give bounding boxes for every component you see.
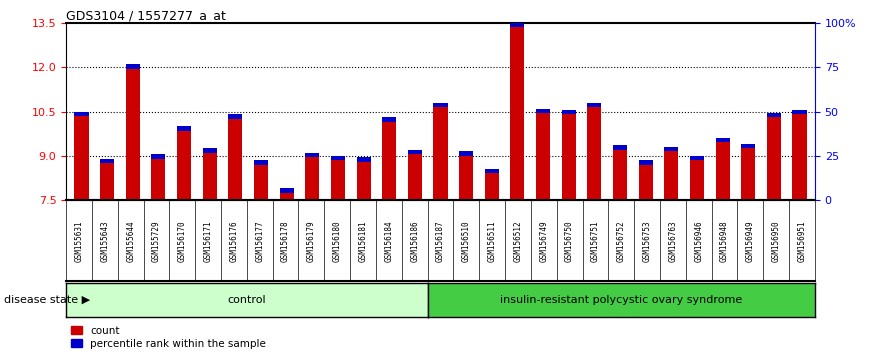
Bar	[433, 103, 448, 107]
Text: control: control	[227, 295, 266, 305]
Text: GSM156749: GSM156749	[539, 220, 548, 262]
Text: GSM156946: GSM156946	[694, 220, 703, 262]
Bar	[177, 126, 191, 131]
Bar	[433, 103, 448, 200]
Bar	[126, 64, 140, 200]
Bar	[152, 154, 166, 159]
Bar	[177, 126, 191, 200]
Legend: count, percentile rank within the sample: count, percentile rank within the sample	[71, 326, 266, 349]
Bar	[664, 147, 678, 200]
Bar	[357, 157, 371, 162]
Bar	[766, 113, 781, 118]
Bar	[382, 118, 396, 122]
Text: GSM156950: GSM156950	[772, 220, 781, 262]
Text: GSM156187: GSM156187	[436, 220, 445, 262]
Bar	[613, 145, 627, 150]
Text: disease state ▶: disease state ▶	[4, 295, 91, 305]
Text: GSM156176: GSM156176	[229, 220, 239, 262]
Bar	[331, 156, 345, 160]
Bar	[408, 150, 422, 154]
Bar	[254, 160, 268, 165]
Text: GSM156751: GSM156751	[591, 220, 600, 262]
Bar	[766, 113, 781, 200]
Bar	[715, 138, 729, 143]
Bar	[562, 110, 576, 114]
Bar	[741, 144, 755, 148]
Bar	[100, 159, 115, 163]
Bar	[613, 145, 627, 200]
Bar	[485, 169, 499, 173]
Bar	[715, 138, 729, 200]
Bar	[305, 153, 319, 200]
Text: GSM155643: GSM155643	[100, 220, 109, 262]
Text: GDS3104 / 1557277_a_at: GDS3104 / 1557277_a_at	[66, 9, 226, 22]
Bar	[279, 188, 293, 193]
Bar	[74, 112, 88, 116]
Bar	[536, 109, 550, 200]
Text: GSM156763: GSM156763	[669, 220, 677, 262]
Text: GSM156949: GSM156949	[746, 220, 755, 262]
Bar	[639, 160, 653, 165]
Bar	[305, 153, 319, 157]
Text: GSM155729: GSM155729	[152, 220, 161, 262]
Text: GSM156170: GSM156170	[178, 220, 187, 262]
Text: GSM156951: GSM156951	[797, 220, 806, 262]
Bar	[331, 156, 345, 200]
Bar	[74, 112, 88, 200]
Bar	[741, 144, 755, 200]
Bar	[562, 110, 576, 200]
Text: insulin-resistant polycystic ovary syndrome: insulin-resistant polycystic ovary syndr…	[500, 295, 743, 305]
Bar	[588, 103, 602, 107]
Bar	[408, 150, 422, 200]
Bar	[536, 109, 550, 113]
Text: GSM156186: GSM156186	[411, 220, 419, 262]
Bar	[690, 156, 704, 160]
Bar	[639, 160, 653, 200]
Bar	[664, 147, 678, 152]
Text: GSM156512: GSM156512	[514, 220, 522, 262]
Text: GSM155631: GSM155631	[75, 220, 84, 262]
Text: GSM156750: GSM156750	[565, 220, 574, 262]
Bar	[459, 152, 473, 200]
Bar	[228, 114, 242, 200]
Text: GSM156171: GSM156171	[204, 220, 212, 262]
Text: GSM156179: GSM156179	[307, 220, 316, 262]
Text: GSM156752: GSM156752	[617, 220, 626, 262]
Text: GSM156184: GSM156184	[384, 220, 393, 262]
Text: GSM156177: GSM156177	[255, 220, 264, 262]
Text: GSM156948: GSM156948	[720, 220, 729, 262]
Bar	[382, 118, 396, 200]
Bar	[100, 159, 115, 200]
Bar	[152, 154, 166, 200]
Text: GSM156753: GSM156753	[642, 220, 652, 262]
Bar	[485, 169, 499, 200]
Bar	[793, 110, 807, 114]
Text: GSM155644: GSM155644	[126, 220, 135, 262]
Text: GSM156510: GSM156510	[462, 220, 470, 262]
Bar	[510, 23, 524, 28]
Bar	[203, 148, 217, 200]
Bar	[690, 156, 704, 200]
Bar	[793, 110, 807, 200]
Bar	[228, 114, 242, 119]
Bar	[459, 152, 473, 156]
Bar	[357, 157, 371, 200]
Bar	[279, 188, 293, 200]
Bar	[203, 148, 217, 153]
Text: GSM156180: GSM156180	[333, 220, 342, 262]
Bar	[588, 103, 602, 200]
Text: GSM156181: GSM156181	[359, 220, 367, 262]
Text: GSM156511: GSM156511	[488, 220, 497, 262]
Bar	[254, 160, 268, 200]
Bar	[126, 64, 140, 69]
Bar	[510, 23, 524, 200]
Text: GSM156178: GSM156178	[281, 220, 290, 262]
